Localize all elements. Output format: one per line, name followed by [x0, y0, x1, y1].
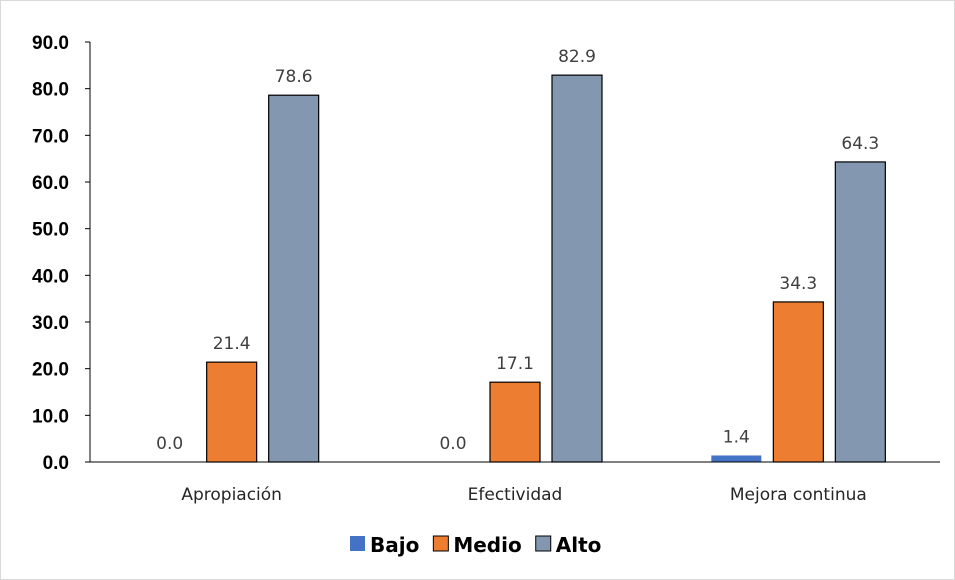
data-label: 17.1 [496, 354, 534, 374]
data-label: 34.3 [779, 274, 817, 294]
x-tick-label: Mejora continua [730, 485, 867, 505]
data-label: 64.3 [841, 134, 879, 154]
bar-alto-3 [834, 161, 886, 463]
x-tick-label: Efectividad [468, 485, 563, 505]
bars [206, 74, 886, 463]
y-tick-label: 10.0 [32, 406, 69, 427]
data-labels: 0.0 21.4 78.6 0.0 17.1 82.9 1.4 34.3 64.3 [156, 47, 879, 454]
data-label: 78.6 [275, 67, 313, 87]
legend: Bajo Medio Alto [350, 533, 601, 557]
y-tick-label: 90.0 [32, 33, 69, 54]
y-tick-label: 20.0 [32, 360, 69, 381]
y-tick-label: 80.0 [32, 80, 69, 101]
x-tick-label: Apropiación [181, 485, 282, 505]
bar-alto-2 [551, 74, 603, 463]
bar-medio-3 [772, 301, 824, 463]
y-tick-label: 50.0 [32, 220, 69, 241]
y-axis: 0.0 10.0 20.0 30.0 40.0 50.0 60.0 70.0 80.0 90.0 [32, 33, 91, 474]
legend-swatch-alto [535, 535, 552, 552]
y-tick-label: 60.0 [32, 173, 69, 194]
legend-label-bajo: Bajo [370, 533, 419, 557]
data-label: 0.0 [156, 434, 183, 454]
legend-label-medio: Medio [453, 533, 521, 557]
y-tick-label: 70.0 [32, 126, 69, 147]
data-label: 21.4 [213, 334, 251, 354]
bar-medio-1 [206, 361, 258, 463]
legend-swatch-bajo [350, 536, 365, 551]
y-tick-label: 40.0 [32, 266, 69, 287]
data-label: 82.9 [558, 47, 596, 67]
data-label: 1.4 [723, 427, 750, 447]
legend-label-alto: Alto [556, 533, 602, 557]
bar-bajo-3 [711, 455, 762, 462]
y-tick-label: 0.0 [43, 453, 69, 474]
bar-medio-2 [489, 381, 541, 463]
bar-alto-1 [268, 94, 320, 463]
legend-swatch-medio [432, 535, 449, 552]
x-axis: Apropiación Efectividad Mejora continua [90, 461, 940, 505]
y-tick-label: 30.0 [32, 313, 69, 334]
data-label: 0.0 [439, 434, 466, 454]
